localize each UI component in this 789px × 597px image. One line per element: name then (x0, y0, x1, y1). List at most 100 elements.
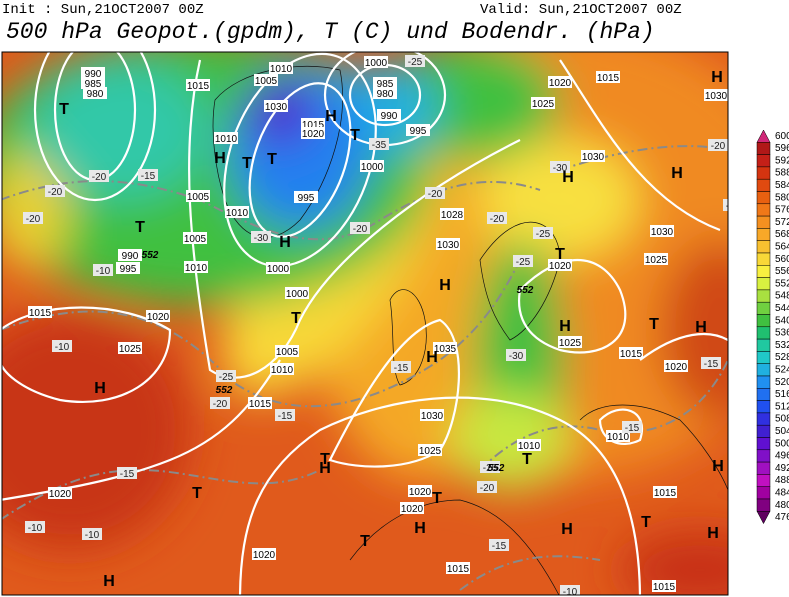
colorbar-swatch (756, 228, 771, 241)
colorbar-swatch (756, 289, 771, 303)
colorbar-swatch (756, 388, 771, 401)
label-box (82, 528, 102, 540)
label-box (708, 139, 728, 151)
height-label: 552 (517, 285, 534, 296)
label-box (373, 77, 397, 89)
temperature-label: -20 (353, 224, 368, 235)
temperature-label: -20 (428, 189, 443, 200)
isobar-label: 990 (85, 69, 102, 80)
temperature-label: -20 (48, 187, 63, 198)
label-box (391, 361, 411, 373)
temperature-label: -20 (92, 172, 107, 183)
pressure-center: T (192, 485, 202, 502)
pressure-center: T (432, 490, 442, 507)
isobar-label: 1020 (49, 489, 72, 500)
label-box (118, 342, 142, 354)
isobar-label: 990 (381, 111, 398, 122)
colorbar-label: 536 (775, 328, 789, 339)
colorbar-swatch (756, 363, 771, 377)
label-box (116, 262, 140, 274)
label-box (560, 585, 580, 595)
isobar-label: 1010 (185, 263, 208, 274)
temperature-label: -20 (26, 214, 41, 225)
temperature-label: -10 (28, 523, 43, 534)
temperature-label: -15 (704, 359, 719, 370)
label-box (275, 409, 295, 421)
temperature-label: -30 (553, 163, 568, 174)
label-box (550, 161, 570, 173)
colorbar-label: 540 (775, 315, 789, 326)
colorbar-swatch (756, 142, 771, 155)
isobar-label: 1010 (215, 134, 238, 145)
pressure-center: H (695, 319, 707, 336)
isobar-label: 1015 (447, 564, 470, 575)
colorbar-label: 500 (775, 438, 789, 449)
label-box (418, 444, 442, 456)
isobar-label: 1025 (559, 338, 582, 349)
temperature-label: -20 (213, 399, 228, 410)
label-box (266, 262, 290, 274)
colorbar-label: 588 (775, 168, 789, 179)
colorbar-swatch (756, 166, 771, 180)
label-box (248, 397, 272, 409)
valid-time: Valid: Sun,21OCT2007 00Z (480, 2, 682, 18)
colorbar-label: 508 (775, 414, 789, 425)
isobar-label: 1020 (147, 312, 170, 323)
isobar-label: 1020 (253, 550, 276, 561)
isobar-label: 1010 (226, 208, 249, 219)
label-box (269, 62, 293, 74)
isobar-label: 1015 (302, 120, 325, 131)
label-box (81, 77, 105, 89)
pressure-center: H (214, 150, 226, 167)
label-box (254, 74, 278, 86)
label-box (644, 253, 668, 265)
colorbar-swatch (756, 449, 771, 463)
colorbar-swatch (756, 129, 771, 143)
label-box (81, 67, 105, 79)
temperature-label: -25 (536, 229, 551, 240)
label-box (480, 461, 500, 473)
isobar-label: 995 (120, 264, 137, 275)
label-box (406, 124, 430, 136)
colorbar-label: 584 (775, 180, 789, 191)
isobar-label: 1030 (437, 240, 460, 251)
label-box (275, 345, 299, 357)
colorbar-swatch (756, 424, 771, 438)
pressure-center: T (649, 316, 659, 333)
isobar-label: 1010 (271, 365, 294, 376)
pressure-center: H (325, 108, 337, 125)
label-box (270, 363, 294, 375)
colorbar-swatch (756, 338, 771, 352)
label-box (252, 548, 276, 560)
isobar-label: 1015 (597, 73, 620, 84)
isobar-label: 1000 (267, 264, 290, 275)
colorbar-swatch (756, 474, 771, 487)
label-box (581, 150, 605, 162)
pressure-center: T (360, 533, 370, 550)
temperature-label: -10 (96, 266, 111, 277)
colorbar-swatch (756, 215, 771, 229)
label-box (364, 56, 388, 68)
label-box (25, 521, 45, 533)
pressure-center: T (59, 101, 69, 118)
isobar-label: 1005 (255, 76, 278, 87)
label-box (433, 342, 457, 354)
colorbar-label: 496 (775, 451, 789, 462)
label-box (52, 340, 72, 352)
temperature-field (2, 52, 728, 595)
label-box (446, 562, 470, 574)
label-box (664, 360, 688, 372)
colorbar-swatch (756, 277, 771, 291)
label-box (184, 261, 208, 273)
map-area: 9909859801015101010051030101510209859809… (2, 52, 728, 595)
isobar-label: 1028 (441, 210, 464, 221)
label-box (89, 170, 109, 182)
temperature-label: -35 (372, 140, 387, 151)
colorbar-label: 580 (775, 192, 789, 203)
colorbar-swatch (756, 203, 771, 217)
label-box (489, 539, 509, 551)
label-box (408, 485, 432, 497)
colorbar-label: 568 (775, 229, 789, 240)
colorbar-swatch (756, 178, 771, 192)
